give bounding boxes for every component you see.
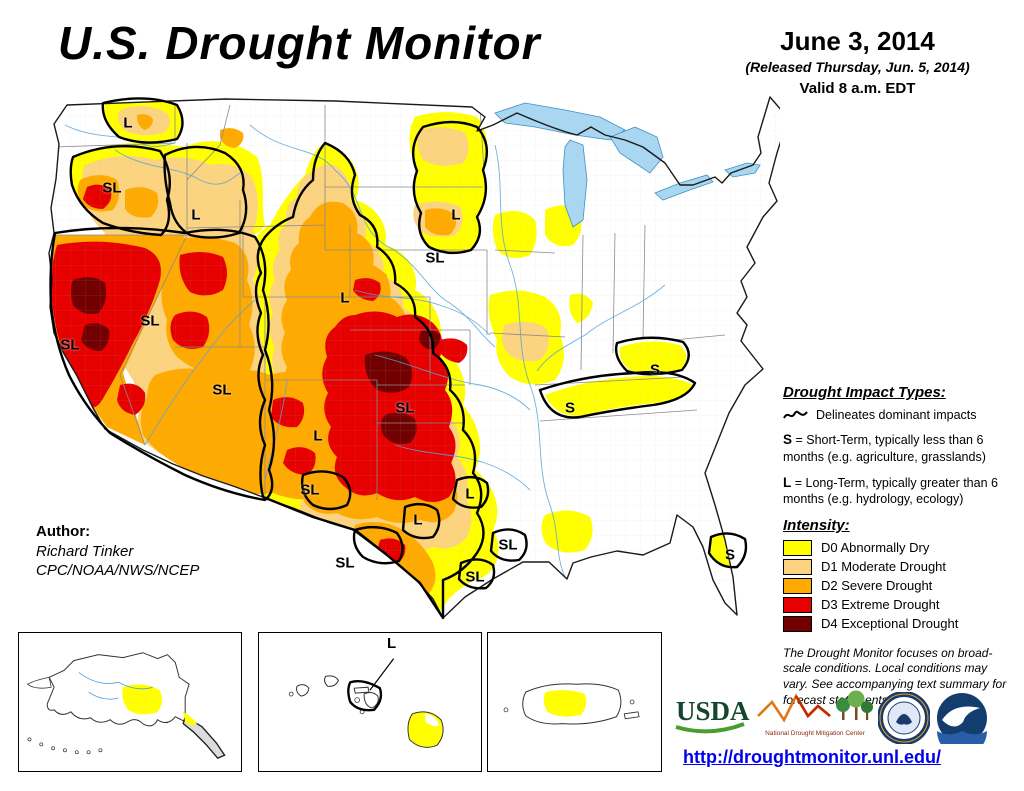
commerce-seal	[877, 691, 931, 745]
short-term-prefix: S	[783, 432, 793, 447]
release-date: (Released Thursday, Jun. 5, 2014)	[745, 59, 970, 75]
valid-time: Valid 8 a.m. EDT	[799, 80, 916, 97]
d3-swatch	[783, 596, 812, 613]
author-org: CPC/NOAA/NWS/NCEP	[36, 562, 200, 579]
author-block: Author: Richard Tinker CPC/NOAA/NWS/NCEP	[36, 522, 199, 581]
usda-wordmark: USDA	[676, 696, 750, 726]
usda-logo-svg: USDA	[675, 696, 750, 734]
short-term-text: = Short-Term, typically less than 6 mont…	[783, 433, 986, 464]
puerto-rico-inset	[487, 632, 662, 772]
long-term-text: = Long-Term, typically greater than 6 mo…	[783, 475, 998, 507]
d3-label: D3 Extreme Drought	[821, 597, 940, 613]
hawaii-inset: L	[258, 632, 482, 772]
alaska-inset	[18, 632, 242, 772]
author-label: Author:	[36, 523, 91, 540]
short-term-definition: S = Short-Term, typically less than 6 mo…	[783, 431, 1015, 465]
d4-swatch	[783, 615, 812, 632]
continental-us-map-svg	[48, 96, 780, 620]
impact-types-heading: Drought Impact Types:	[783, 384, 946, 401]
date-block: June 3, 2014 (Released Thursday, Jun. 5,…	[700, 26, 1015, 97]
d4-label: D4 Exceptional Drought	[821, 616, 959, 632]
legend-row-d2: D2 Severe Drought	[783, 577, 1021, 594]
ndmc-logo: National Drought Mitigation Center	[756, 686, 874, 744]
ndmc-logo-svg	[757, 690, 873, 723]
long-term-prefix: L	[783, 474, 792, 490]
noaa-logo-svg	[937, 693, 987, 756]
ndmc-caption: National Drought Mitigation Center	[765, 730, 865, 737]
long-term-definition: L = Long-Term, typically greater than 6 …	[783, 474, 1015, 508]
impact-note-row: Delineates dominant impacts	[783, 408, 1021, 422]
d0-swatch	[783, 539, 812, 556]
puerto-rico-map-svg	[503, 683, 640, 725]
drought-monitor-url[interactable]: http://droughtmonitor.unl.edu/	[683, 747, 941, 767]
impact-note-text: Delineates dominant impacts	[816, 408, 977, 422]
d0-label: D0 Abnormally Dry	[821, 540, 930, 556]
d2-label: D2 Severe Drought	[821, 578, 933, 594]
legend-row-d4: D4 Exceptional Drought	[783, 615, 1021, 632]
d1-swatch	[783, 558, 812, 575]
drought-intensity-layers	[49, 97, 780, 618]
intensity-legend: D0 Abnormally Dry D1 Moderate Drought D2…	[783, 539, 1021, 632]
usda-logo: USDA	[670, 690, 750, 740]
intensity-heading: Intensity:	[783, 516, 850, 534]
legend-panel: Drought Impact Types: Delineates dominan…	[783, 384, 1021, 709]
legend-row-d0: D0 Abnormally Dry	[783, 539, 1021, 556]
legend-row-d1: D1 Moderate Drought	[783, 558, 1021, 575]
alaska-map-svg	[26, 652, 226, 759]
hawaii-map-svg	[288, 658, 444, 748]
impact-outlines	[49, 97, 748, 620]
great-lakes	[494, 102, 761, 228]
legend-row-d3: D3 Extreme Drought	[783, 596, 1021, 613]
commerce-seal-svg	[877, 691, 931, 745]
hawaii-impact-label: L	[387, 635, 397, 652]
impact-squiggle-icon	[783, 410, 808, 419]
author-name: Richard Tinker	[36, 542, 134, 560]
page-title: U.S. Drought Monitor	[58, 17, 541, 69]
d2-swatch	[783, 577, 812, 594]
noaa-logo	[936, 692, 988, 756]
d1-label: D1 Moderate Drought	[821, 559, 947, 575]
map-date: June 3, 2014	[780, 26, 935, 56]
